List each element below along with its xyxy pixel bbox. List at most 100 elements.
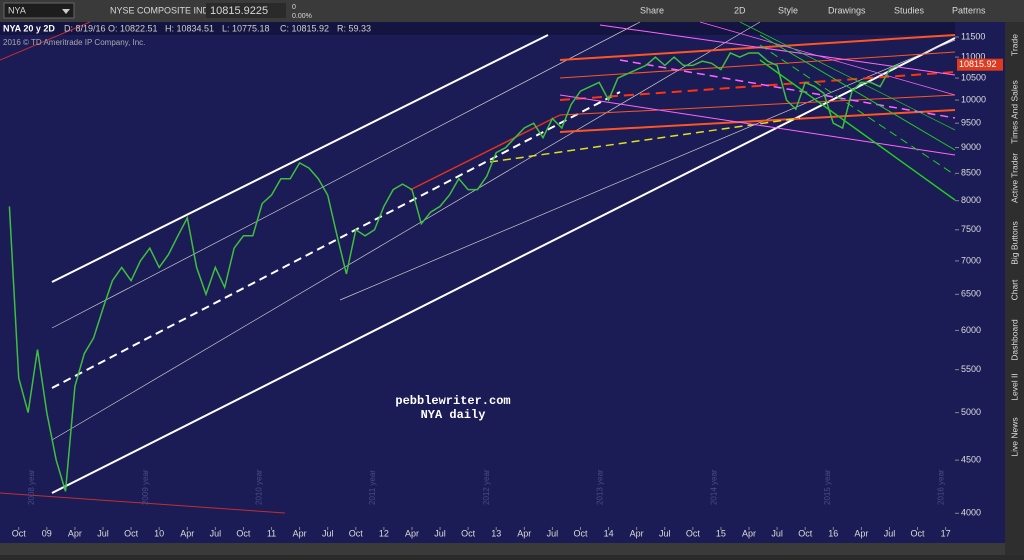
sidebar-tab[interactable]: Dashboard [1009, 319, 1019, 361]
toolbar-button[interactable]: Drawings [828, 5, 866, 15]
x-tick-label: Jul [771, 528, 783, 538]
y-axis-area [955, 22, 1005, 527]
sidebar-tab-label: Dashboard [1009, 319, 1019, 361]
x-tick-label: Apr [854, 528, 868, 538]
y-tick-label: 4000 [961, 508, 981, 518]
scrollbar[interactable] [0, 543, 1005, 555]
x-tick-label: 16 [828, 528, 838, 538]
ohlc: C: 10815.92 [280, 23, 329, 33]
x-tick-label: Apr [742, 528, 756, 538]
x-tick-label: Apr [630, 528, 644, 538]
annotation: pebblewriter.com [395, 394, 510, 408]
period-label: 2015 year [823, 469, 832, 505]
last-price-label: 10815.92 [959, 59, 997, 69]
y-tick-label: 9000 [961, 142, 981, 152]
ohlc: D: 8/19/16 [64, 23, 106, 33]
sidebar-tab[interactable]: Live News [1009, 417, 1019, 456]
y-tick-label: 6500 [961, 289, 981, 299]
x-tick-label: Oct [798, 528, 813, 538]
y-tick-label: 7000 [961, 255, 981, 265]
y-tick-label: 6000 [961, 325, 981, 335]
sidebar-tab[interactable]: Trade [1009, 34, 1019, 56]
period-label: 2016 year [937, 469, 946, 505]
copyright: 2016 © TD Ameritrade IP Company, Inc. [3, 38, 145, 47]
x-tick-label: Apr [68, 528, 82, 538]
x-tick-label: Oct [12, 528, 27, 538]
y-tick-label: 8000 [961, 195, 981, 205]
x-tick-label: Oct [236, 528, 251, 538]
y-tick-label: 7500 [961, 224, 981, 234]
toolbar-button[interactable]: Style [778, 5, 798, 15]
change: 0 [292, 4, 296, 11]
ohlc: L: 10775.18 [222, 23, 270, 33]
sidebar-tab-label: Trade [1009, 34, 1019, 56]
y-tick-label: 11500 [961, 31, 985, 41]
toolbar-button[interactable]: Patterns [952, 5, 986, 15]
x-tick-label: 10 [154, 528, 164, 538]
y-tick-label: 4500 [961, 455, 981, 465]
period-label: 2014 year [709, 469, 718, 505]
sidebar-tab[interactable]: Times And Sales [1009, 80, 1019, 143]
symbol-input[interactable] [3, 2, 75, 19]
x-tick-label: Apr [405, 528, 419, 538]
x-tick-label: Oct [461, 528, 476, 538]
sidebar-tab-label: Big Buttons [1009, 221, 1019, 264]
last-price-box [957, 58, 1003, 71]
x-tick-label: Jul [659, 528, 671, 538]
x-tick-label: Jul [884, 528, 896, 538]
header-row [0, 22, 955, 35]
x-axis-area [0, 527, 1005, 543]
x-tick-label: Oct [349, 528, 364, 538]
ohlc: H: 10834.51 [165, 23, 214, 33]
sidebar-tab[interactable]: Level II [1009, 373, 1019, 400]
sidebar-tab[interactable]: Active Trader [1009, 153, 1019, 203]
price-line [8, 52, 900, 492]
price-box [206, 3, 286, 18]
x-tick-label: Oct [686, 528, 701, 538]
x-tick-label: 14 [604, 528, 614, 538]
description: NYSE COMPOSITE INDEX [110, 5, 221, 15]
toolbar-button[interactable]: 2D [734, 5, 746, 15]
x-tick-label: Apr [180, 528, 194, 538]
x-tick-label: Oct [573, 528, 588, 538]
study-label: NYA 20 y 2D [3, 23, 55, 33]
x-tick-label: Jul [547, 528, 559, 538]
y-tick-label: 9500 [961, 118, 981, 128]
period-label: 2008 year [27, 469, 36, 505]
symbol: NYA [8, 5, 26, 15]
x-tick-label: 12 [379, 528, 389, 538]
y-tick-label: 8500 [961, 168, 981, 178]
dropdown-icon[interactable] [62, 9, 70, 14]
y-tick-label: 5500 [961, 364, 981, 374]
period-label: 2009 year [141, 469, 150, 505]
x-tick-label: 13 [491, 528, 501, 538]
y-tick-label: 10000 [961, 94, 986, 104]
y-tick-label: 5000 [961, 407, 981, 417]
sidebar-tab[interactable]: Big Buttons [1009, 221, 1019, 264]
sidebar-tab-label: Active Trader [1009, 153, 1019, 203]
ohlc: O: 10822.51 [108, 23, 158, 33]
plot-area [0, 22, 955, 527]
toolbar-button[interactable]: Studies [894, 5, 925, 15]
x-tick-label: Jul [322, 528, 334, 538]
period-label: 2011 year [368, 470, 377, 505]
x-tick-label: Oct [124, 528, 139, 538]
x-tick-label: 11 [267, 528, 276, 538]
x-tick-label: Jul [210, 528, 222, 538]
x-tick-label: 09 [42, 528, 52, 538]
drawings [0, 21, 956, 514]
x-tick-label: Oct [911, 528, 926, 538]
sidebar [1005, 22, 1024, 555]
last-price: 10815.9225 [210, 5, 268, 17]
change-pct: 0.00% [292, 13, 312, 20]
x-tick-label: Apr [293, 528, 307, 538]
period-label: 2010 year [255, 469, 264, 505]
sidebar-tab[interactable]: Chart [1009, 279, 1019, 300]
x-tick-label: Jul [97, 528, 109, 538]
period-label: 2013 year [596, 469, 605, 505]
x-tick-label: Apr [517, 528, 531, 538]
y-tick-label: 10500 [961, 72, 986, 82]
toolbar-button[interactable]: Share [640, 5, 664, 15]
sidebar-tab-label: Times And Sales [1009, 80, 1019, 143]
